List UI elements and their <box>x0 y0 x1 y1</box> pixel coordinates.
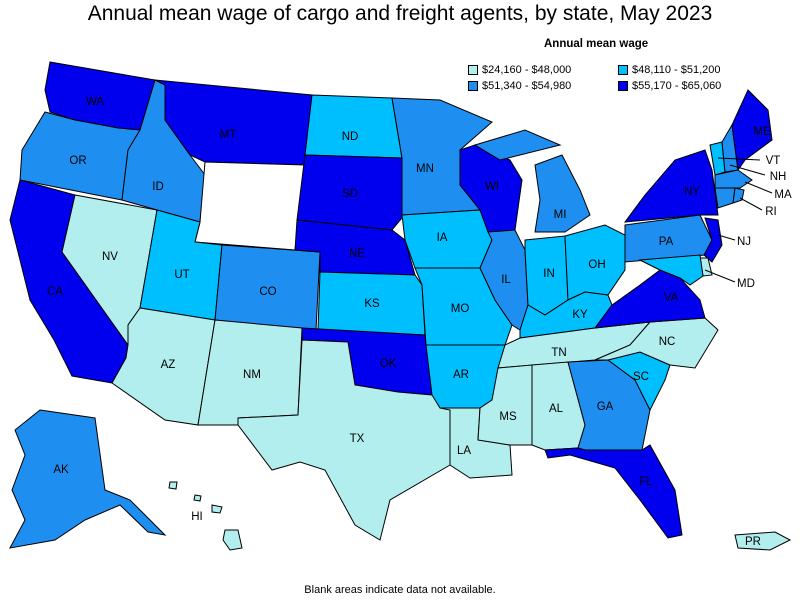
state-wy[interactable] <box>194 161 306 251</box>
label-ak: AK <box>53 464 69 476</box>
label-nv: NV <box>102 251 118 263</box>
label-mi: MI <box>554 209 567 221</box>
state-mi[interactable] <box>473 129 591 233</box>
map-title: Annual mean wage of cargo and freight ag… <box>87 2 713 25</box>
label-nh: NH <box>770 171 787 183</box>
state-il[interactable] <box>479 229 529 331</box>
label-nm: NM <box>243 369 261 381</box>
label-pr: PR <box>745 536 761 548</box>
state-ak[interactable] <box>9 409 167 549</box>
label-nc: NC <box>659 336 676 348</box>
state-fl[interactable] <box>544 444 683 539</box>
label-md: MD <box>737 278 755 290</box>
label-in: IN <box>543 268 555 280</box>
label-ga: GA <box>597 401 614 413</box>
legend-label: $55,170 - $65,060 <box>632 80 722 92</box>
label-nj: NJ <box>737 236 751 248</box>
legend-item: $48,110 - $51,200 <box>618 64 768 76</box>
leader-lines <box>704 157 773 283</box>
label-ut: UT <box>174 269 189 281</box>
label-wi: WI <box>485 181 499 193</box>
legend-item: $24,160 - $48,000 <box>468 64 618 76</box>
label-ca: CA <box>47 286 63 298</box>
label-ne: NE <box>349 248 365 260</box>
label-id: ID <box>152 181 164 193</box>
label-hi: HI <box>191 511 203 523</box>
state-nj[interactable] <box>703 217 723 263</box>
state-ri[interactable] <box>732 187 745 204</box>
label-mt: MT <box>220 129 237 141</box>
label-ny: NY <box>684 186 700 198</box>
label-la: LA <box>457 445 471 457</box>
label-co: CO <box>259 286 276 298</box>
state-tx[interactable] <box>237 339 451 541</box>
state-ny[interactable] <box>623 149 719 223</box>
label-ma: MA <box>774 189 792 201</box>
label-fl: FL <box>639 476 653 488</box>
legend-label: $51,340 - $54,980 <box>482 80 572 92</box>
legend-swatch <box>618 65 628 75</box>
label-ks: KS <box>364 298 380 310</box>
label-ia: IA <box>437 232 448 244</box>
label-ar: AR <box>453 369 469 381</box>
legend-title: Annual mean wage <box>544 38 649 50</box>
legend-label: $48,110 - $51,200 <box>632 64 721 76</box>
label-sc: SC <box>633 371 649 383</box>
state-md[interactable] <box>638 254 704 286</box>
legend-item: $51,340 - $54,980 <box>468 80 618 92</box>
label-me: ME <box>753 126 771 138</box>
label-va: VA <box>664 292 679 304</box>
legend-item: $55,170 - $65,060 <box>618 80 768 92</box>
label-mn: MN <box>416 163 434 175</box>
legend: Annual mean wage $24,160 - $48,000 $48,1… <box>468 38 798 92</box>
label-tx: TX <box>350 433 365 445</box>
label-il: IL <box>501 274 511 286</box>
state-pr[interactable] <box>734 531 792 551</box>
state-sd[interactable] <box>296 154 403 231</box>
label-pa: PA <box>659 236 674 248</box>
label-ms: MS <box>499 411 517 423</box>
label-tn: TN <box>551 347 566 359</box>
legend-swatch <box>468 81 478 91</box>
state-labels: WA OR CA NV ID MT UT AZ CO NM ND SD NE K… <box>47 96 792 548</box>
label-or: OR <box>69 155 86 167</box>
label-sd: SD <box>342 188 358 200</box>
state-hi[interactable] <box>168 481 243 551</box>
state-ma[interactable] <box>714 169 753 189</box>
label-nd: ND <box>342 131 359 143</box>
label-ri: RI <box>765 206 777 218</box>
label-mo: MO <box>451 303 470 315</box>
label-oh: OH <box>588 259 605 271</box>
legend-label: $24,160 - $48,000 <box>482 64 572 76</box>
label-al: AL <box>549 403 564 415</box>
label-ok: OK <box>380 358 397 370</box>
state-nd[interactable] <box>304 94 403 159</box>
label-ky: KY <box>572 309 588 321</box>
label-az: AZ <box>161 359 176 371</box>
label-wa: WA <box>86 96 104 108</box>
label-vt: VT <box>766 155 781 167</box>
state-ct[interactable] <box>714 187 736 209</box>
legend-swatch <box>618 81 628 91</box>
state-nc[interactable] <box>594 317 719 369</box>
legend-swatch <box>468 65 478 75</box>
footnote: Blank areas indicate data not available. <box>304 584 496 596</box>
